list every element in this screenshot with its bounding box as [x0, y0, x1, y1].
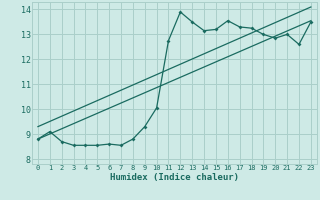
X-axis label: Humidex (Indice chaleur): Humidex (Indice chaleur) — [110, 173, 239, 182]
